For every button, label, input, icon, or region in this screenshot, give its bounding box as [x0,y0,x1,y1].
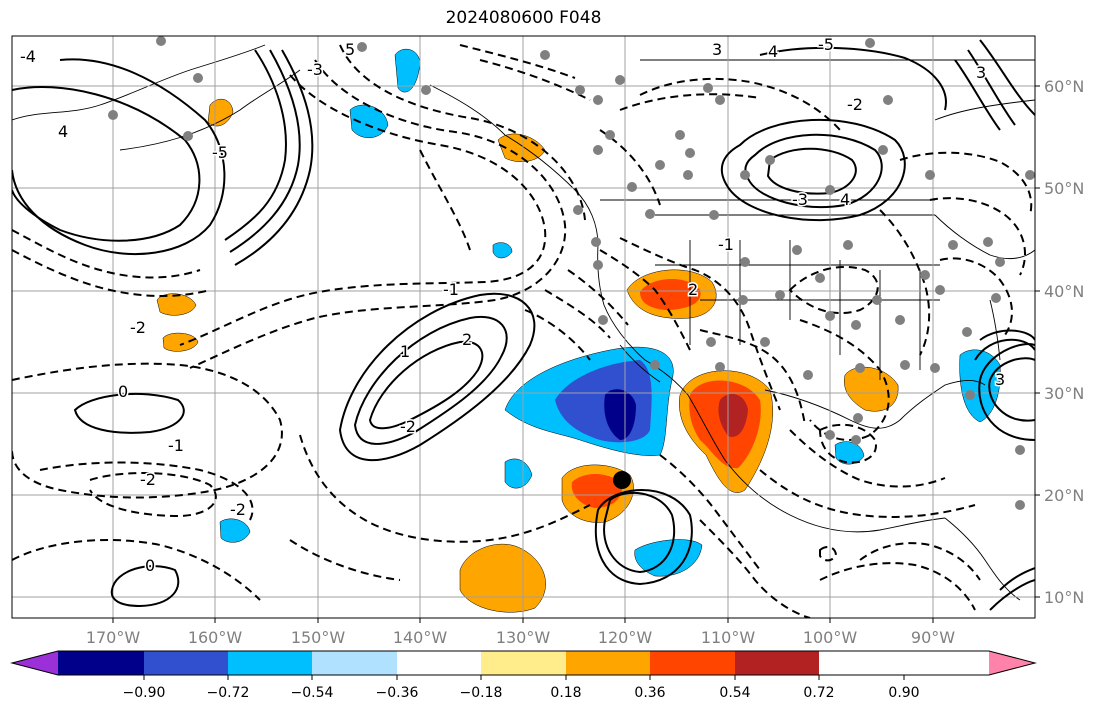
negative-contours [12,44,1033,618]
contour-label: -2 [847,95,863,114]
positive-anomaly-fills [156,98,899,613]
contour-label: 2 [462,330,472,349]
colorbar-tick-label: 0.54 [719,685,750,701]
colorbar-segment [481,651,566,675]
colorbar-tick-label: 0.90 [888,685,919,701]
contour-label: -2 [130,318,146,337]
lon-label: 130°W [496,628,551,647]
contour-label: -1 [443,280,459,299]
colorbar-segment [735,651,819,675]
positive-contours [12,39,1035,611]
lon-label: 90°W [911,628,955,647]
contour-label: -3 [307,60,323,79]
colorbar-tick-label: −0.36 [376,685,419,701]
lon-label: 110°W [701,628,756,647]
colorbar-tick-label: 0.36 [634,685,665,701]
map-title: 2024080600 F048 [445,8,602,28]
contour-label: 3 [712,40,722,59]
colorbar-extend-low [12,651,58,675]
lon-label: 120°W [598,628,653,647]
lat-label: 60°N [1044,77,1084,96]
colorbar-segment [58,651,144,675]
contour-label: 3 [976,63,986,82]
colorbar: −0.90 −0.72 −0.54 −0.36 −0.18 0.18 0.36 … [10,650,1037,701]
colorbar-segment [228,651,312,675]
lat-label: 40°N [1044,282,1084,301]
lon-label: 170°W [86,628,141,647]
lat-label: 10°N [1044,588,1084,607]
station-markers [108,36,1035,510]
contour-label: 1 [400,342,410,361]
contour-labels: 4 -4 -5 5 -3 -1 -2 0 2 1 -2 -1 0 -2 -2 3… [19,35,1007,577]
contour-label: -5 [212,143,228,162]
contour-label: -1 [168,436,184,455]
contour-label: -2 [400,417,416,436]
contour-label: 4 [58,122,68,141]
lat-labels: 60°N 50°N 40°N 30°N 20°N 10°N [1044,77,1084,607]
lon-label: 160°W [188,628,243,647]
contour-label: -4 [20,47,36,66]
lat-label: 50°N [1044,179,1084,198]
colorbar-tick-label: 0.18 [550,685,581,701]
colorbar-tick-label: −0.18 [460,685,503,701]
lon-label: 100°W [803,628,858,647]
colorbar-tick-label: −0.54 [291,685,334,701]
colorbar-segment [144,651,228,675]
contour-label: -1 [718,235,734,254]
colorbar-segment [312,651,397,675]
lon-label: 140°W [393,628,448,647]
contour-label: -5 [818,35,834,54]
lon-ticks [112,618,934,623]
contour-label: 0 [145,556,155,575]
colorbar-segment [566,651,650,675]
lat-label: 20°N [1044,486,1084,505]
storm-center-marker [613,471,631,489]
lon-label: 150°W [291,628,346,647]
lat-label: 30°N [1044,384,1084,403]
contour-label: 0 [118,382,128,401]
lat-ticks [1035,85,1040,598]
colorbar-segment [397,651,481,675]
contour-label: -3 [792,190,808,209]
colorbar-tick-label: 0.72 [803,685,834,701]
lon-labels: 170°W 160°W 150°W 140°W 130°W 120°W 110°… [86,628,955,647]
contour-label: 5 [345,40,355,59]
contour-label: -2 [140,470,156,489]
contour-label: 4 [840,190,850,209]
contour-label: 4 [768,42,778,61]
colorbar-extend-high [989,651,1035,675]
coastlines [12,44,1035,601]
contour-label: -2 [230,500,246,519]
contour-label: 2 [688,280,698,299]
colorbar-segment [650,651,735,675]
negative-anomaly-fills [219,48,1001,577]
colorbar-tick-label: −0.90 [123,685,166,701]
contour-label: 3 [995,370,1005,389]
colorbar-tick-label: −0.72 [207,685,250,701]
